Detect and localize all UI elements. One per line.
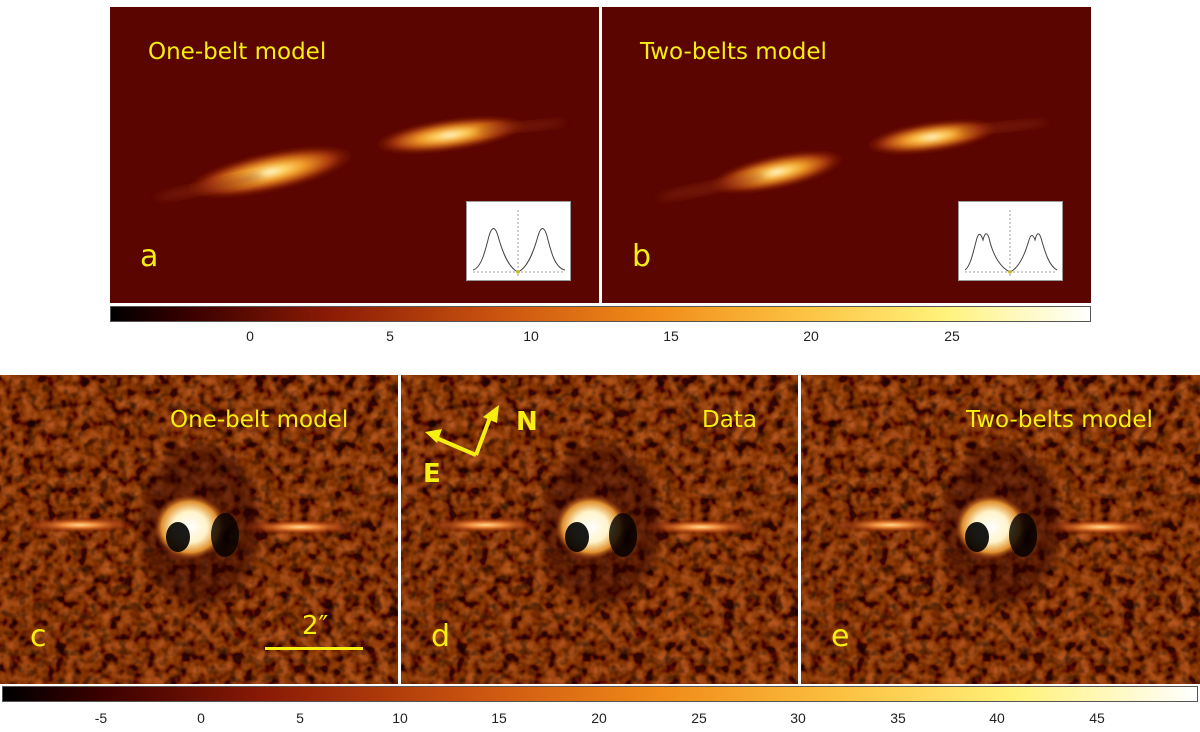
bottom-colorbar-tick: 40	[989, 710, 1005, 726]
bottom-colorbar	[2, 686, 1198, 702]
bottom-colorbar-tick: 0	[197, 710, 205, 726]
radial-profile-inset	[466, 201, 571, 281]
bottom-colorbar-tick: 35	[890, 710, 906, 726]
one-belt-residual-image	[0, 375, 398, 684]
panel-e-letter: e	[831, 619, 850, 654]
bottom-colorbar-tick: 5	[296, 710, 304, 726]
bottom-colorbar-tick: 20	[591, 710, 607, 726]
panel-b-title: Two-belts model	[640, 39, 827, 65]
data-image	[401, 375, 798, 684]
panel-a-letter: a	[140, 239, 159, 274]
top-panel-divider	[599, 7, 602, 303]
top-colorbar-tick: 25	[944, 328, 960, 344]
two-belts-residual-image	[801, 375, 1200, 684]
panel-a-one-belt-model: One-belt model a	[110, 7, 599, 303]
bottom-colorbar-tick: -5	[94, 710, 108, 726]
panel-d-title: Data	[702, 407, 757, 433]
panel-a-title: One-belt model	[148, 39, 327, 65]
bottom-colorbar-tick: 10	[392, 710, 408, 726]
panel-e-two-belts-model-residual: Two-belts model e	[801, 375, 1200, 684]
profile-plot	[472, 210, 566, 276]
panel-d-letter: d	[431, 619, 451, 654]
panel-e-title: Two-belts model	[966, 407, 1153, 433]
top-colorbar-tick: 0	[246, 328, 254, 344]
bottom-colorbar-tick: 15	[491, 710, 507, 726]
top-colorbar-tick: 5	[386, 328, 394, 344]
bottom-panel-divider	[398, 375, 401, 684]
top-colorbar-tick: 20	[803, 328, 819, 344]
top-colorbar	[110, 306, 1091, 322]
panel-b-letter: b	[632, 239, 652, 274]
two-belts-model-image	[658, 119, 1047, 200]
compass-east-label: E	[423, 459, 441, 489]
panel-d-data: Data d N E	[401, 375, 798, 684]
profile-plot	[964, 210, 1058, 276]
scale-bar	[265, 647, 363, 650]
bottom-colorbar-tick: 25	[691, 710, 707, 726]
bottom-panel-divider	[798, 375, 801, 684]
panel-c-one-belt-model-residual: One-belt model c 2″	[0, 375, 398, 684]
bottom-colorbar-tick: 45	[1089, 710, 1105, 726]
radial-profile-inset	[958, 201, 1063, 281]
bottom-colorbar-tick: 30	[790, 710, 806, 726]
top-colorbar-tick: 15	[663, 328, 679, 344]
scale-bar-label: 2″	[302, 611, 329, 641]
panel-c-title: One-belt model	[170, 407, 349, 433]
compass-north-label: N	[516, 407, 538, 437]
one-belt-model-image	[156, 115, 565, 200]
panel-c-letter: c	[30, 619, 47, 654]
top-colorbar-tick: 10	[523, 328, 539, 344]
compass-arrows	[425, 405, 499, 457]
panel-b-two-belts-model: Two-belts model b	[602, 7, 1091, 303]
